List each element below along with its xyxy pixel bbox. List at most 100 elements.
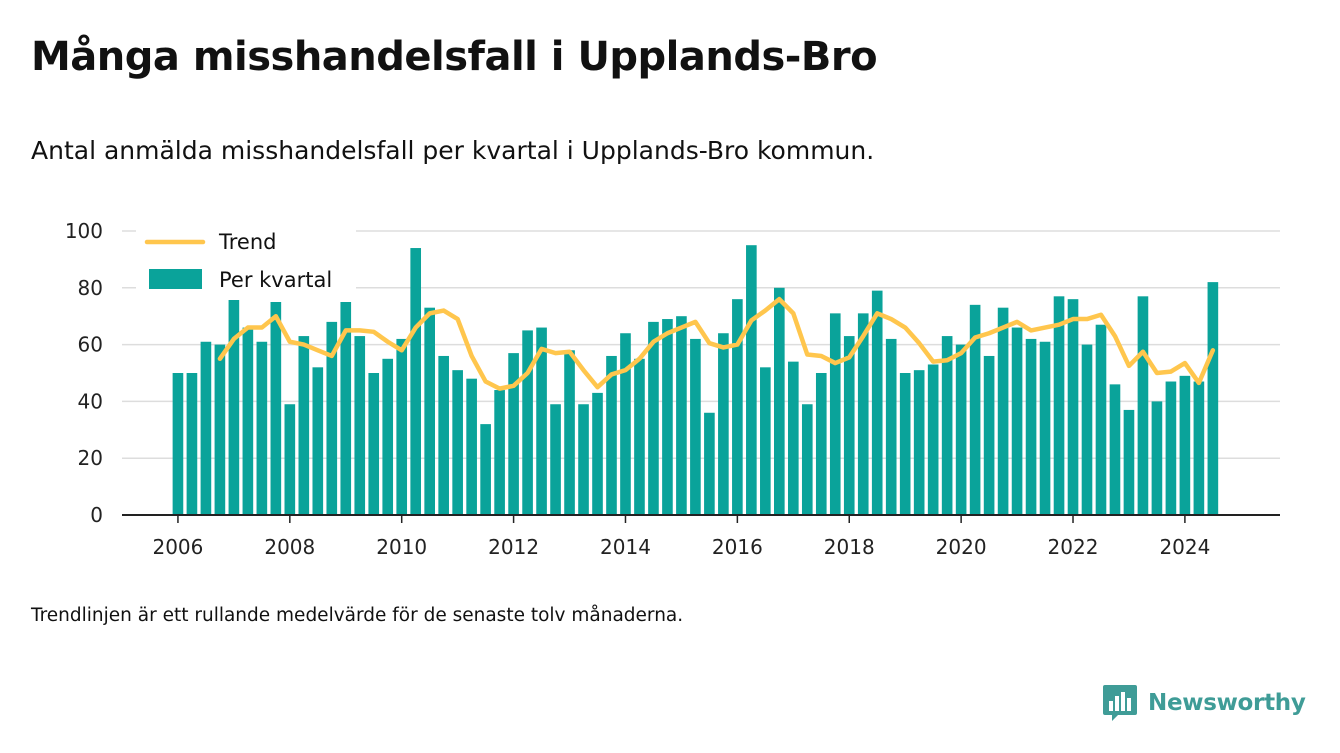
bar: [676, 316, 687, 515]
y-tick-label: 60: [78, 333, 103, 357]
bar: [578, 404, 589, 515]
newsworthy-logo-icon: [1103, 685, 1137, 721]
chart-area: 0 20 40 60 80 100 2006 2008 2010 2012 2014 2016 201…: [65, 219, 1280, 559]
bar: [1039, 341, 1051, 515]
bar: [1123, 409, 1135, 515]
bar: [368, 373, 380, 515]
bar: [1165, 381, 1177, 515]
bar: [1207, 282, 1219, 515]
y-axis-ticks: 0 20 40 60 80 100: [65, 219, 103, 527]
bar: [899, 373, 911, 515]
bar: [312, 367, 324, 515]
x-tick-label: 2018: [824, 535, 875, 559]
bar: [466, 378, 477, 515]
bar: [1053, 296, 1065, 515]
bar: [774, 287, 785, 515]
chart-title: Många misshandelsfall i Upplands-Bro: [31, 34, 878, 80]
x-tick-label: 2024: [1159, 535, 1210, 559]
bar: [298, 336, 310, 515]
bar: [732, 299, 743, 515]
bar: [382, 358, 394, 515]
bar: [564, 350, 575, 515]
bar: [718, 333, 729, 515]
bar: [1081, 344, 1093, 515]
bar: [494, 390, 505, 515]
bars: [172, 245, 1219, 516]
brand: Newsworthy: [1102, 683, 1306, 723]
bar: [704, 412, 715, 515]
bar: [1137, 296, 1149, 515]
bar: [1193, 381, 1205, 515]
bar: [690, 338, 701, 515]
bar: [606, 355, 617, 515]
bar: [620, 333, 631, 515]
bar: [760, 367, 771, 515]
bar: [480, 424, 491, 515]
bar: [354, 336, 366, 515]
y-tick-label: 20: [78, 446, 103, 470]
chart-subtitle: Antal anmälda misshandelsfall per kvarta…: [31, 136, 875, 165]
bar: [648, 321, 659, 515]
trend-line: [217, 296, 1216, 391]
bar: [172, 373, 184, 515]
bar: [1011, 327, 1023, 515]
bar: [941, 336, 953, 515]
x-tick-label: 2020: [936, 535, 987, 559]
bar: [508, 353, 519, 515]
bar: [997, 307, 1009, 515]
legend: Trend Per kvartal: [136, 224, 356, 300]
bar: [340, 302, 352, 515]
y-tick-label: 80: [78, 276, 103, 300]
bar: [270, 302, 282, 515]
chart-footnote: Trendlinjen är ett rullande medelvärde f…: [31, 605, 684, 626]
bar: [815, 373, 827, 515]
bar: [927, 364, 939, 515]
y-tick-label: 0: [90, 503, 103, 527]
bar: [284, 404, 296, 515]
legend-trend-label: Trend: [218, 230, 276, 254]
x-tick-label: 2016: [712, 535, 763, 559]
bar: [410, 248, 422, 516]
bar: [1095, 324, 1107, 515]
bar: [983, 355, 995, 515]
bar: [186, 373, 198, 515]
bar: [550, 404, 561, 515]
bar: [843, 336, 855, 515]
bar: [801, 404, 813, 515]
bar: [871, 290, 883, 515]
x-tick-label: 2010: [376, 535, 427, 559]
bar: [885, 338, 897, 515]
bar: [829, 313, 841, 515]
x-tick-label: 2022: [1048, 535, 1099, 559]
x-tick-label: 2008: [264, 535, 315, 559]
legend-bar-label: Per kvartal: [219, 268, 332, 292]
bar: [522, 330, 533, 515]
bar: [396, 338, 408, 515]
bar: [214, 344, 226, 515]
bar: [536, 327, 547, 515]
bar: [787, 361, 799, 515]
bar: [634, 358, 645, 515]
bar: [969, 304, 981, 515]
brand-name: Newsworthy: [1148, 690, 1306, 716]
bar: [1025, 338, 1037, 515]
bar: [452, 370, 463, 515]
x-tick-label: 2014: [600, 535, 651, 559]
bar: [662, 319, 673, 515]
bar: [857, 313, 869, 515]
bar: [592, 392, 603, 515]
legend-bar-swatch: [149, 269, 202, 289]
bar: [913, 370, 925, 515]
bar: [438, 355, 449, 515]
bar: [746, 245, 757, 515]
x-axis-ticks: 2006 2008 2010 2012 2014 2016 2018 2020 2022 2024: [152, 515, 1210, 559]
bar: [955, 344, 967, 515]
bar: [1067, 299, 1079, 515]
bar: [228, 299, 240, 515]
bar: [242, 327, 254, 515]
bar: [200, 341, 212, 515]
y-tick-label: 40: [78, 389, 103, 413]
bar: [424, 307, 435, 515]
bar: [1109, 384, 1121, 515]
bar: [256, 341, 268, 515]
